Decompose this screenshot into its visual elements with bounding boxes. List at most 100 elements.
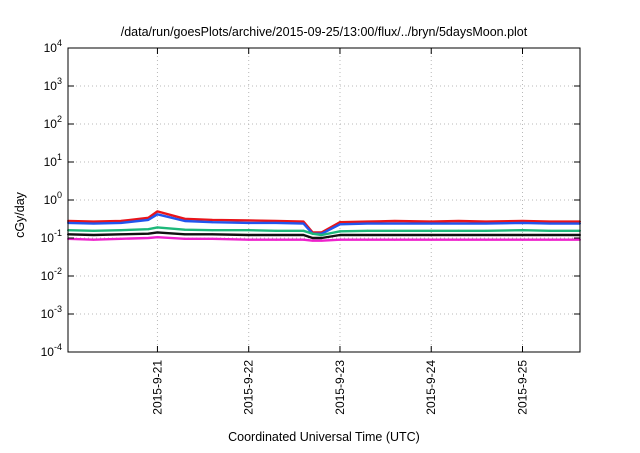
data-point bbox=[430, 229, 433, 232]
y-tick-mantissa: 10 bbox=[41, 345, 55, 359]
x-tick-label: 2015-9-24 bbox=[424, 360, 438, 415]
data-point bbox=[302, 238, 305, 241]
data-point bbox=[302, 233, 305, 236]
data-point bbox=[275, 238, 278, 241]
data-point bbox=[338, 223, 341, 226]
data-point bbox=[275, 229, 278, 232]
data-point bbox=[302, 220, 305, 223]
y-tick-mantissa: 10 bbox=[44, 193, 58, 207]
y-tick-exponent: -1 bbox=[54, 228, 62, 238]
data-point bbox=[156, 236, 159, 239]
data-point bbox=[92, 220, 95, 223]
data-point bbox=[211, 237, 214, 240]
y-tick-label: 10-2 bbox=[41, 266, 62, 283]
y-tick-mantissa: 10 bbox=[44, 79, 58, 93]
data-point bbox=[183, 233, 186, 236]
data-point bbox=[183, 237, 186, 240]
data-point bbox=[119, 233, 122, 236]
data-point bbox=[92, 238, 95, 241]
data-point bbox=[311, 239, 314, 242]
data-point bbox=[147, 232, 150, 235]
data-point bbox=[147, 237, 150, 239]
data-point bbox=[484, 233, 487, 236]
data-point bbox=[311, 232, 314, 235]
data-point bbox=[457, 220, 460, 223]
y-tick-exponent: -3 bbox=[54, 304, 62, 314]
y-tick-exponent: 0 bbox=[57, 190, 62, 200]
data-point bbox=[484, 238, 487, 241]
data-point bbox=[430, 233, 433, 236]
data-point bbox=[548, 222, 551, 225]
data-point bbox=[320, 237, 323, 239]
data-point bbox=[156, 210, 159, 213]
y-tick-exponent: 3 bbox=[57, 76, 62, 86]
y-tick-mantissa: 10 bbox=[41, 269, 55, 283]
y-tick-label: 10-4 bbox=[41, 342, 62, 359]
data-point bbox=[338, 233, 341, 236]
y-tick-label: 102 bbox=[44, 114, 62, 131]
data-point bbox=[183, 217, 186, 220]
ticks: 10-410-310-210-11001011021031042015-9-21… bbox=[41, 38, 580, 415]
data-point bbox=[211, 221, 214, 224]
data-point bbox=[393, 238, 396, 241]
data-point bbox=[366, 238, 369, 241]
y-tick-label: 103 bbox=[44, 76, 62, 93]
x-tick-label: 2015-9-21 bbox=[150, 360, 164, 415]
data-point bbox=[457, 229, 460, 232]
data-point bbox=[156, 226, 159, 229]
data-point bbox=[119, 237, 122, 240]
y-axis-label: cGy/day bbox=[13, 191, 27, 238]
data-point bbox=[320, 239, 323, 242]
data-point bbox=[211, 229, 214, 232]
y-tick-label: 104 bbox=[44, 38, 62, 55]
data-point bbox=[311, 237, 314, 239]
data-point bbox=[484, 229, 487, 232]
data-point bbox=[183, 228, 186, 231]
data-point bbox=[156, 231, 159, 234]
data-point bbox=[366, 233, 369, 236]
data-point bbox=[521, 238, 524, 241]
chart-title: /data/run/goesPlots/archive/2015-09-25/1… bbox=[121, 25, 528, 39]
grid bbox=[68, 47, 580, 353]
y-tick-mantissa: 10 bbox=[44, 117, 58, 131]
data-point bbox=[247, 219, 250, 222]
x-axis-label: Coordinated Universal Time (UTC) bbox=[228, 430, 420, 444]
y-tick-label: 101 bbox=[44, 152, 62, 169]
data-point bbox=[548, 233, 551, 236]
data-point bbox=[521, 221, 524, 224]
data-point bbox=[211, 218, 214, 221]
data-point bbox=[548, 229, 551, 232]
data-point bbox=[119, 221, 122, 224]
data-point bbox=[393, 233, 396, 236]
data-point bbox=[484, 222, 487, 225]
x-tick-label: 2015-9-22 bbox=[242, 360, 256, 415]
data-point bbox=[119, 220, 122, 223]
data-point bbox=[338, 221, 341, 224]
data-point bbox=[521, 220, 524, 223]
data-point bbox=[183, 220, 186, 223]
x-tick-label: 2015-9-25 bbox=[516, 360, 530, 415]
y-tick-mantissa: 10 bbox=[41, 307, 55, 321]
data-point bbox=[247, 238, 250, 241]
y-tick-label: 10-1 bbox=[41, 228, 62, 245]
data-point bbox=[247, 229, 250, 232]
data-point bbox=[366, 220, 369, 223]
data-point bbox=[521, 233, 524, 236]
data-point bbox=[147, 228, 150, 231]
y-tick-mantissa: 10 bbox=[41, 231, 55, 245]
y-tick-exponent: 1 bbox=[57, 152, 62, 162]
data-point bbox=[119, 229, 122, 232]
data-point bbox=[521, 229, 524, 232]
series-layer bbox=[67, 210, 581, 242]
data-point bbox=[247, 221, 250, 224]
data-point bbox=[430, 238, 433, 241]
data-point bbox=[393, 222, 396, 225]
data-point bbox=[92, 229, 95, 232]
data-point bbox=[147, 218, 150, 221]
y-tick-exponent: 4 bbox=[57, 38, 62, 48]
y-tick-label: 100 bbox=[44, 190, 62, 207]
y-tick-label: 10-3 bbox=[41, 304, 62, 321]
y-tick-exponent: 2 bbox=[57, 114, 62, 124]
